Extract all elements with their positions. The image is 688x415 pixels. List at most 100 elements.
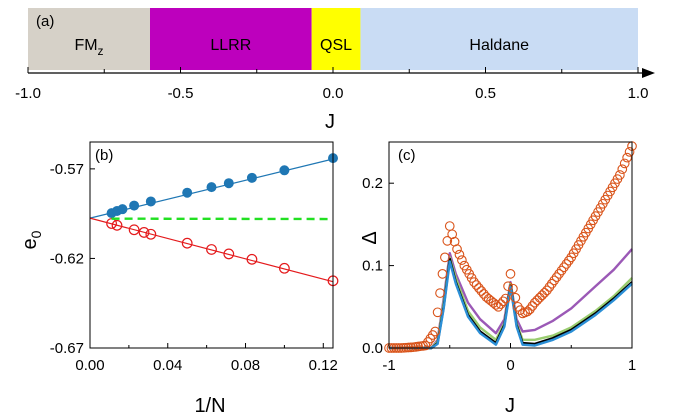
gap-data-point: [500, 293, 511, 304]
gap-data-point: [619, 158, 630, 169]
gap-data-point: [614, 170, 625, 180]
energy-x-tick-label: 0.00: [75, 357, 104, 374]
gap-data-point: [432, 307, 443, 318]
svg-text:e0: e0: [19, 230, 44, 249]
fit-line: [89, 217, 334, 283]
gap-data-point: [525, 304, 535, 315]
gap-data-point: [532, 295, 543, 306]
phase-segment: [360, 8, 638, 70]
data-point-open: [206, 244, 217, 255]
gap-series-line: [389, 248, 633, 350]
gap-data-point: [563, 255, 574, 266]
gap-data-point: [559, 262, 569, 273]
phase-axis-label: J: [325, 111, 335, 133]
phase-axis-ticks: -1.0 -0.5 0.0 0.5 1.0: [15, 67, 648, 102]
energy-x-label: 1/N: [194, 395, 225, 415]
phase-tick-label: -1.0: [15, 85, 41, 102]
gap-data-point: [534, 292, 545, 303]
phase-segment: [150, 8, 312, 70]
gap-data-point: [515, 305, 526, 315]
energy-y-tick-label: -0.62: [50, 250, 84, 267]
gap-data-point: [556, 265, 567, 276]
gap-data-point: [544, 282, 555, 292]
phase-tick-label: 0.0: [323, 85, 344, 102]
gap-data-point: [447, 229, 458, 240]
phase-label: QSL: [320, 37, 352, 54]
energy-panel: 0.00 0.04 0.08 0.12-0.57-0.62-0.67 (b) 1/N …: [19, 141, 339, 415]
phase-segment: [311, 8, 361, 70]
energy-y-label: e0: [19, 230, 44, 249]
data-point-filled: [182, 187, 193, 198]
gap-data-point: [529, 297, 540, 308]
energy-y-label-sub: 0: [28, 230, 44, 238]
phase-label: Haldane: [469, 37, 529, 54]
energy-plot-area: [89, 153, 339, 287]
gap-data-point: [537, 290, 547, 301]
gap-data-point: [469, 277, 479, 287]
gap-data-point: [442, 236, 453, 246]
gap-data-point: [622, 152, 632, 163]
gap-x-tick-label: -1: [382, 357, 395, 374]
data-point-open: [181, 237, 193, 249]
gap-x-label: J: [505, 395, 515, 415]
gap-data-point: [495, 299, 506, 309]
panel-b-label: (b): [95, 147, 113, 164]
data-point-open: [111, 219, 123, 231]
phase-segment: [28, 8, 150, 70]
gap-data-point: [503, 281, 513, 292]
phase-axis-arrow: [642, 68, 655, 78]
gap-data-point: [437, 268, 448, 279]
phase-tick-label: 1.0: [628, 85, 649, 102]
data-point-filled: [246, 172, 257, 183]
gap-series-line: [389, 256, 633, 350]
data-point-filled: [129, 200, 140, 211]
data-point-open: [279, 262, 290, 274]
gap-data-point: [508, 283, 518, 294]
gap-frame: [388, 141, 633, 349]
data-point-open: [145, 228, 157, 240]
gap-data-point: [624, 147, 635, 157]
energy-frame: [89, 141, 334, 349]
phase-labels: FMz LLRR QSL Haldane: [74, 37, 529, 58]
gap-data-point: [617, 164, 628, 175]
gap-x-tick-label: 0: [506, 357, 514, 374]
gap-y-tick-label: 0.0: [362, 340, 383, 357]
gap-y-label: Δ: [359, 231, 381, 244]
phase-tick-label: 0.5: [475, 85, 496, 102]
energy-axes: 0.00 0.04 0.08 0.12 -0.57 -0.62 -0.67: [50, 141, 338, 374]
phase-label: FMz: [74, 37, 103, 58]
gap-data-point: [474, 283, 484, 293]
gap-data-point: [471, 280, 482, 290]
gap-series-line: [389, 260, 633, 350]
phase-diagram-panel: FMz LLRR QSL Haldane (a) -1.0 -0.5 0.0 0.5 1.0 …: [15, 8, 655, 133]
gap-data-point: [478, 289, 489, 299]
gap-data-point: [527, 301, 538, 311]
energy-y-tick-label: -0.67: [50, 340, 84, 357]
phase-label: LLRR: [210, 37, 251, 54]
data-point-filled: [145, 196, 156, 207]
gap-data-point: [430, 326, 441, 337]
gap-data-point: [546, 278, 557, 289]
gap-data-point: [435, 288, 445, 298]
gap-data-point: [512, 301, 523, 312]
gap-data-point: [510, 292, 521, 303]
energy-x-tick-label: 0.04: [153, 357, 182, 374]
gap-y-tick-label: 0.2: [362, 175, 383, 192]
gap-data-point: [522, 306, 533, 317]
phase-segments: [28, 8, 638, 70]
gap-data-point: [505, 268, 516, 279]
gap-data-point: [498, 296, 509, 307]
gap-data-point: [449, 236, 460, 247]
data-point-open: [223, 248, 235, 260]
data-point-filled: [223, 178, 234, 189]
energy-x-tick-label: 0.08: [231, 357, 260, 374]
gap-data-point: [554, 268, 564, 279]
gap-data-point: [452, 244, 462, 254]
gap-data-point: [476, 286, 487, 296]
gap-axes: -1 0 1 0.0 0.1 0.2: [362, 141, 636, 374]
gap-data-point: [549, 275, 560, 286]
data-point-filled: [206, 182, 217, 193]
energy-x-tick-label: 0.12: [309, 357, 338, 374]
gap-series-line: [389, 257, 633, 350]
gap-data-point: [539, 287, 550, 298]
